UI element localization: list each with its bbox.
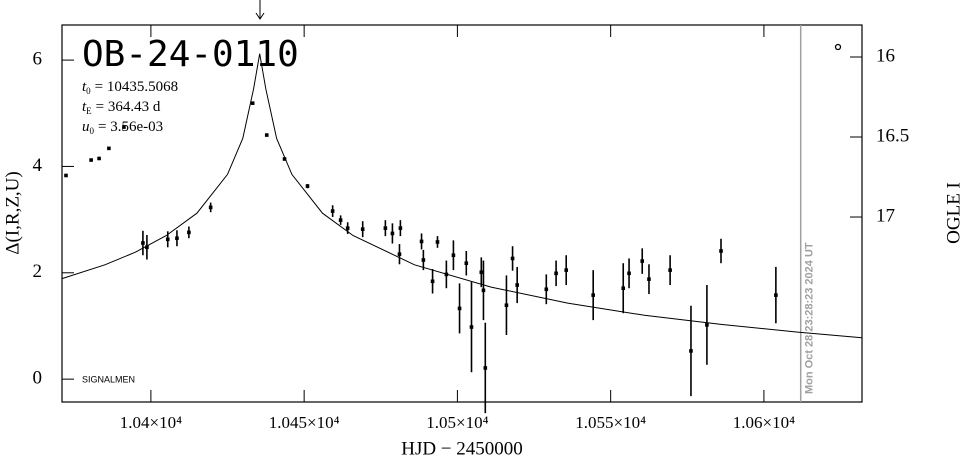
point: [647, 277, 651, 281]
point: [145, 245, 149, 250]
point: [305, 184, 310, 188]
parameter-symbol: u: [82, 119, 90, 135]
point: [469, 325, 474, 329]
marker-o: [834, 43, 842, 51]
point: [457, 306, 462, 311]
y2-tick-label: 16.5: [876, 125, 909, 146]
point: [345, 226, 350, 230]
point: [591, 293, 595, 297]
point: [504, 303, 509, 308]
point: [705, 323, 709, 327]
point: [64, 173, 68, 178]
x-tick-label: 1.045×10⁴: [269, 413, 340, 432]
point: [640, 259, 645, 263]
parameter-subscript: 0: [90, 126, 95, 136]
date-label: Mon Oct 28 23:28:23 2024 UT: [804, 242, 816, 394]
point: [264, 133, 269, 137]
plot-frame: [61, 24, 863, 403]
parameter-symbol: t: [82, 99, 87, 115]
point: [97, 156, 101, 161]
y2-axis-label: OGLE I: [943, 182, 964, 244]
y-tick-label: 2: [33, 261, 43, 282]
point: [430, 279, 435, 284]
point: [175, 236, 179, 241]
x-tick-label: 1.06×10⁴: [733, 413, 795, 432]
model-curve: [61, 53, 863, 339]
point: [451, 253, 456, 258]
point: [544, 287, 549, 292]
point: [435, 240, 440, 244]
y-tick-label: 6: [33, 48, 43, 69]
parameter-subscript: E: [86, 106, 92, 116]
point: [338, 218, 343, 222]
chart-title: OB-24-0110: [82, 34, 299, 75]
point: [621, 286, 626, 291]
parameter: t0 = 10435.5068: [82, 79, 178, 96]
point: [187, 230, 191, 235]
point: [479, 270, 484, 275]
point: [89, 158, 93, 162]
parameter-subscript: 0: [86, 86, 91, 96]
point: [282, 157, 287, 161]
point: [107, 146, 111, 151]
x-axis-label: HJD − 2450000: [401, 438, 523, 459]
point: [398, 226, 403, 230]
point: [668, 268, 672, 272]
point: [419, 239, 424, 244]
point: [515, 283, 519, 287]
point: [383, 226, 388, 230]
x-tick-label: 1.055×10⁴: [575, 413, 646, 432]
point: [141, 241, 145, 245]
y-axis-label: Δ(I,R,Z,U): [2, 171, 23, 254]
parameter: tE = 364.43 d: [82, 99, 161, 116]
y-tick-label: 4: [33, 155, 43, 176]
y2-tick-label: 16: [876, 45, 895, 66]
point: [554, 271, 558, 276]
point: [627, 271, 631, 276]
parameter-text: = 10435.5068: [95, 79, 178, 95]
point: [390, 231, 395, 236]
point: [397, 252, 402, 256]
point: [421, 258, 426, 262]
x-tick-label: 1.04×10⁴: [120, 413, 182, 432]
point: [208, 205, 213, 210]
point: [564, 268, 569, 272]
point: [330, 209, 335, 213]
point: [481, 288, 486, 293]
parameter-symbol: t: [82, 79, 87, 95]
point: [510, 256, 515, 261]
point: [360, 227, 365, 231]
point: [483, 366, 488, 370]
point: [774, 293, 778, 297]
parameter-text: = 3.56e-03: [98, 119, 163, 135]
point: [719, 249, 723, 253]
y2-tick-label: 17: [876, 205, 895, 226]
point: [689, 349, 693, 353]
y-tick-label: 0: [33, 367, 43, 388]
point: [250, 101, 255, 105]
point: [165, 237, 170, 242]
point: [464, 261, 469, 266]
peak-arrow-head: [255, 12, 265, 20]
x-tick-label: 1.05×10⁴: [426, 413, 488, 432]
parameter-text: = 364.43 d: [96, 99, 161, 115]
parameter: u0 = 3.56e-03: [82, 119, 163, 136]
note: SIGNALMEN: [82, 374, 135, 384]
point: [122, 125, 126, 129]
